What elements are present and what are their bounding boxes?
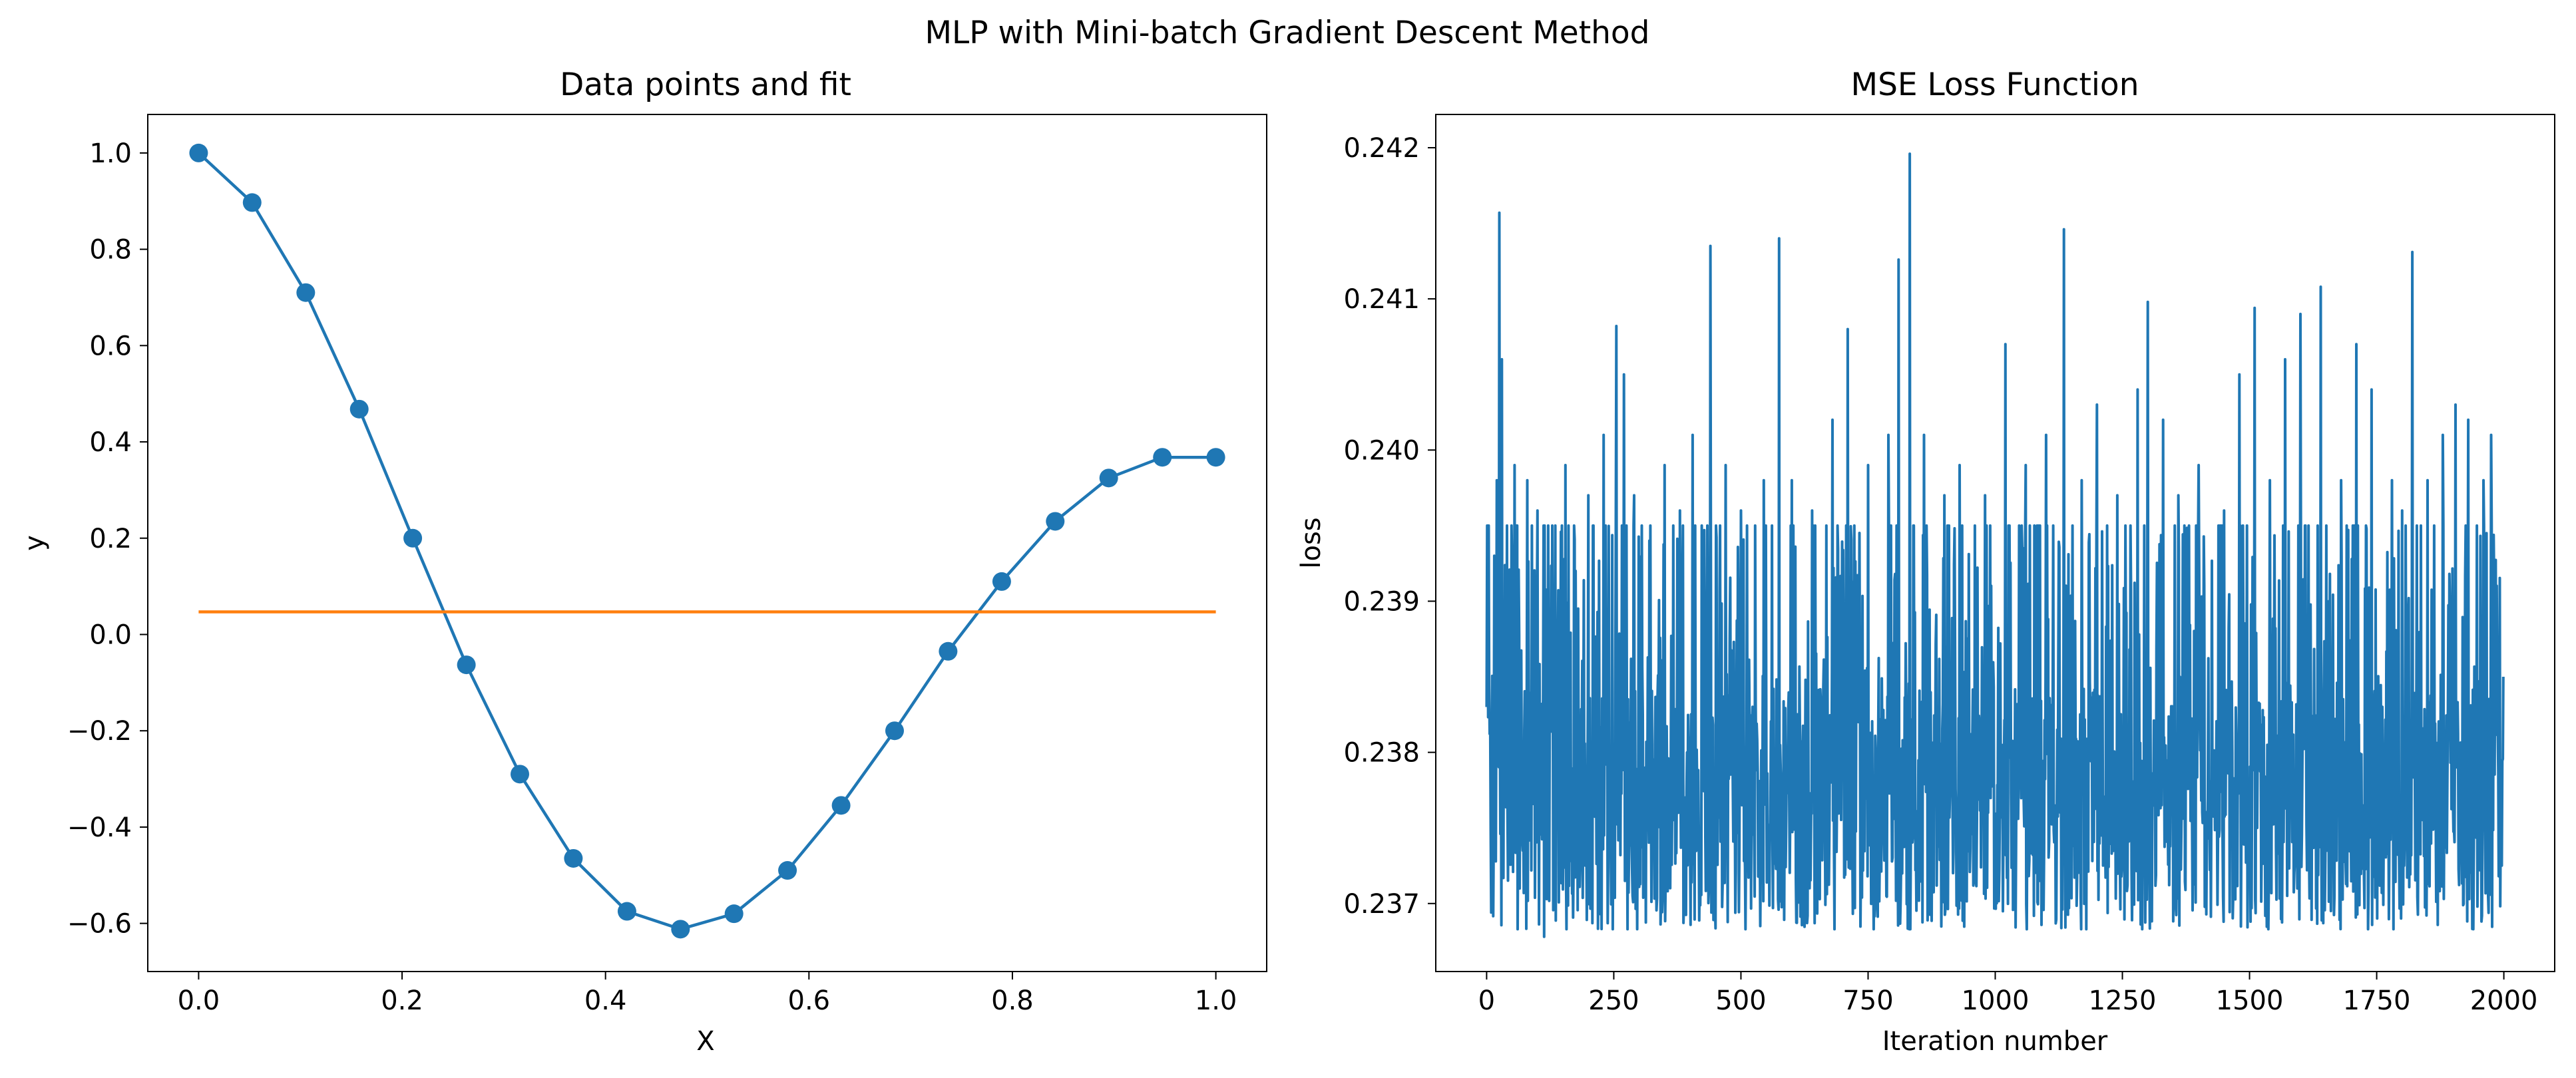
right-xtick-label: 500	[1715, 986, 1766, 1016]
left-xtick-label: 0.8	[991, 986, 1034, 1016]
left-ytick-label: 0.4	[89, 427, 132, 458]
left-axes-frame	[147, 114, 1267, 972]
left-ytick-label: −0.6	[67, 909, 132, 940]
left-axes-xlabel: X	[696, 1026, 714, 1057]
right-xtick-label: 2000	[2470, 986, 2538, 1016]
data-point	[885, 721, 904, 741]
data-point	[724, 904, 744, 924]
right-ytick-label: 0.237	[1343, 889, 1420, 920]
right-axes-title: MSE Loss Function	[1851, 67, 2139, 103]
data-point	[242, 193, 262, 212]
right-axes: MSE Loss Function Iteration number loss …	[1296, 67, 2555, 1057]
left-ytick-label: 0.0	[89, 620, 132, 650]
right-xtick-label: 1750	[2343, 986, 2411, 1016]
left-ytick-label: 0.6	[89, 331, 132, 361]
left-ytick-label: 1.0	[89, 138, 132, 169]
right-xtick-label: 250	[1588, 986, 1639, 1016]
right-axes-ylabel: loss	[1296, 517, 1327, 568]
right-xtick-label: 1000	[1962, 986, 2030, 1016]
left-xtick-label: 0.4	[584, 986, 627, 1016]
data-point	[778, 861, 797, 880]
data-point	[671, 920, 690, 939]
loss-series-line	[1485, 152, 2505, 938]
right-xtick-label: 1500	[2216, 986, 2284, 1016]
left-ytick-label: −0.4	[67, 812, 132, 843]
figure-suptitle: MLP with Mini-batch Gradient Descent Met…	[925, 15, 1649, 51]
left-ytick-label: 0.8	[89, 235, 132, 266]
right-ytick-label: 0.238	[1343, 738, 1420, 769]
data-point	[457, 655, 476, 675]
left-ytick-label: 0.2	[89, 524, 132, 554]
data-point	[511, 765, 530, 784]
data-point	[296, 283, 316, 302]
data-point	[939, 641, 958, 661]
right-ytick-label: 0.242	[1343, 133, 1420, 164]
left-xtick-label: 0.0	[178, 986, 220, 1016]
data-series-line	[197, 152, 1216, 931]
left-axes-ylabel: y	[19, 535, 50, 551]
right-xtick-label: 0	[1478, 986, 1495, 1016]
right-axes-frame	[1435, 114, 2555, 972]
right-ytick-label: 0.239	[1343, 586, 1420, 617]
right-ytick-label: 0.241	[1343, 284, 1420, 315]
data-point	[349, 399, 369, 419]
data-point	[1206, 448, 1225, 467]
left-xtick-label: 0.2	[381, 986, 423, 1016]
data-point	[1046, 512, 1065, 531]
data-point	[617, 902, 636, 921]
left-xtick-label: 0.6	[788, 986, 831, 1016]
data-point	[189, 143, 208, 162]
left-axes-title: Data points and fit	[560, 67, 851, 103]
data-point	[1153, 448, 1172, 467]
data-point	[564, 848, 583, 868]
data-point	[403, 528, 423, 548]
left-xtick-label: 1.0	[1195, 986, 1237, 1016]
right-ytick-label: 0.240	[1343, 435, 1420, 466]
data-point	[1099, 468, 1118, 488]
left-axes: Data points and fit X y 0.0 0.2 0.4 0.6 0.8 1…	[19, 67, 1267, 1057]
data-point	[992, 572, 1011, 591]
right-axes-xlabel: Iteration number	[1882, 1026, 2108, 1057]
right-xtick-label: 1250	[2089, 986, 2157, 1016]
data-point	[831, 796, 851, 815]
right-xtick-label: 750	[1842, 986, 1893, 1016]
left-ytick-label: −0.2	[67, 716, 132, 747]
